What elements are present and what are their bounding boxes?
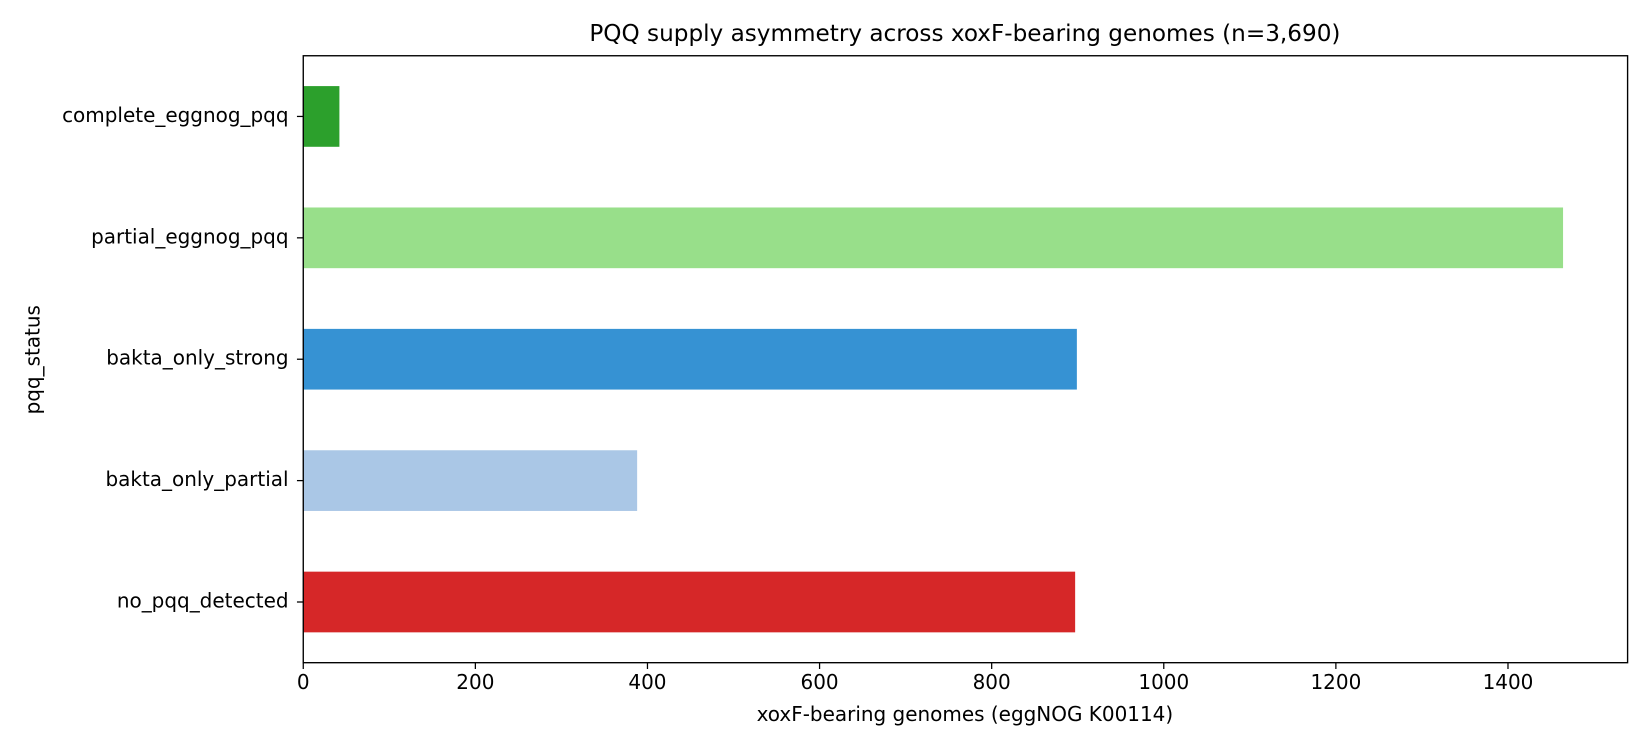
x-tick-label: 600 bbox=[801, 670, 839, 694]
plot-frame bbox=[302, 55, 1629, 664]
x-tick-label: 200 bbox=[456, 670, 494, 694]
x-tick-label: 1200 bbox=[1310, 670, 1361, 694]
x-tick-label: 400 bbox=[628, 670, 666, 694]
x-tick-label: 1400 bbox=[1483, 670, 1534, 694]
y-axis-label: pqq_status bbox=[20, 305, 44, 414]
y-tick-label: partial_eggnog_pqq bbox=[91, 224, 288, 248]
bar bbox=[303, 450, 638, 511]
y-tick-label: bakta_only_partial bbox=[105, 467, 288, 491]
bar bbox=[303, 86, 340, 147]
chart-title: PQQ supply asymmetry across xoxF-bearing… bbox=[589, 21, 1340, 47]
bar bbox=[303, 571, 1076, 633]
bar bbox=[303, 207, 1564, 269]
x-tick-label: 1000 bbox=[1138, 670, 1189, 694]
y-tick-label: bakta_only_strong bbox=[106, 346, 288, 370]
x-tick-label: 800 bbox=[973, 670, 1011, 694]
y-tick-label: no_pqq_detected bbox=[117, 588, 289, 612]
y-tick-label: complete_eggnog_pqq bbox=[62, 103, 288, 127]
bar bbox=[303, 328, 1077, 390]
x-axis-label: xoxF-bearing genomes (eggNOG K00114) bbox=[757, 702, 1174, 726]
x-tick-label: 0 bbox=[297, 670, 310, 694]
